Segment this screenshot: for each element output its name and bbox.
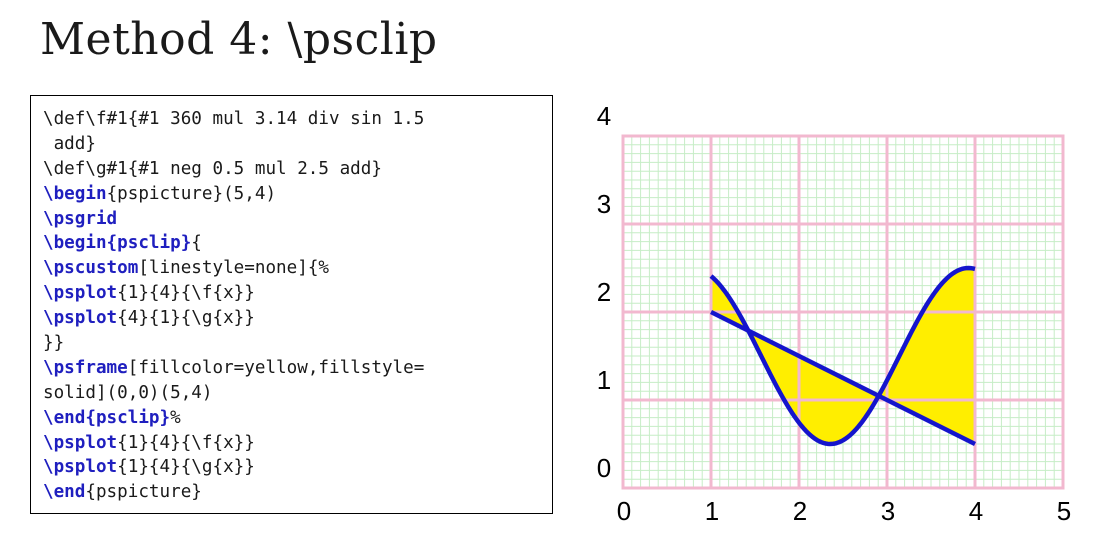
code-keyword: \psplot xyxy=(43,308,118,329)
code-keyword: \psplot xyxy=(43,457,118,478)
code-text: [linestyle=none]{% xyxy=(138,258,330,279)
code-line: \def\f#1{#1 360 mul 3.14 div sin 1.5 xyxy=(43,107,542,132)
x-tick-label: 5 xyxy=(1057,496,1071,526)
code-line: \psplot{1}{4}{\f{x}} xyxy=(43,281,542,306)
code-text: % xyxy=(170,407,181,428)
code-text: solid](0,0)(5,4) xyxy=(43,382,213,403)
code-text: { xyxy=(191,233,202,254)
code-line: \psplot{4}{1}{\g{x}} xyxy=(43,306,542,331)
code-text: {pspicture} xyxy=(85,482,202,503)
code-line: \end{psclip}% xyxy=(43,406,542,431)
code-line: \psframe[fillcolor=yellow,fillstyle= xyxy=(43,356,542,381)
code-line: }} xyxy=(43,331,542,356)
code-line: \psplot{1}{4}{\g{x}} xyxy=(43,455,542,480)
code-keyword: \psplot xyxy=(43,283,118,304)
code-text: add} xyxy=(43,133,96,154)
series-line-sine xyxy=(709,265,976,447)
x-tick-label: 0 xyxy=(617,496,631,526)
slide-title: Method 4: \psclip xyxy=(40,14,438,65)
x-tick-label: 3 xyxy=(881,496,895,526)
code-keyword: \psgrid xyxy=(43,208,118,229)
code-keyword: \end xyxy=(43,482,86,503)
code-text: {1}{4}{\f{x}} xyxy=(117,432,255,453)
y-tick-label: 2 xyxy=(597,277,611,307)
code-line: \begin{pspicture}(5,4) xyxy=(43,182,542,207)
series-line-linear xyxy=(709,309,977,447)
y-tick-label: 0 xyxy=(597,453,611,483)
y-tick-label: 3 xyxy=(597,189,611,219)
code-line: \end{pspicture} xyxy=(43,480,542,505)
code-line: add} xyxy=(43,132,542,157)
code-text: {pspicture}(5,4) xyxy=(106,183,277,204)
pspicture-plot: 0 1 2 3 4 5 0 1 2 3 4 xyxy=(597,101,1071,526)
code-keyword: \psframe xyxy=(43,357,128,378)
code-text: [fillcolor=yellow,fillstyle= xyxy=(127,357,425,378)
code-keyword: \psplot xyxy=(43,432,118,453)
code-text: {4}{1}{\g{x}} xyxy=(117,308,255,329)
code-line: \pscustom[linestyle=none]{% xyxy=(43,256,542,281)
y-tick-label: 1 xyxy=(597,365,611,395)
code-text: \def\f#1{#1 360 mul 3.14 div sin 1.5 xyxy=(43,109,425,129)
code-listing: \def\f#1{#1 360 mul 3.14 div sin 1.5 add… xyxy=(30,95,553,514)
code-line: \psgrid xyxy=(43,207,542,232)
code-text: {1}{4}{\f{x}} xyxy=(117,283,255,304)
code-text: }} xyxy=(43,333,65,354)
code-line: solid](0,0)(5,4) xyxy=(43,381,542,406)
code-text: {1}{4}{\g{x}} xyxy=(117,457,255,478)
x-tick-label: 4 xyxy=(969,496,983,526)
code-text: \def\g#1{#1 neg 0.5 mul 2.5 add} xyxy=(43,158,382,179)
x-tick-label: 1 xyxy=(705,496,719,526)
code-keyword: \ xyxy=(43,183,54,204)
code-keyword: \end{psclip} xyxy=(43,407,171,428)
y-tick-label: 4 xyxy=(597,101,611,131)
code-line: \begin{psclip}{ xyxy=(43,231,542,256)
code-keyword: \begin{psclip} xyxy=(43,233,192,254)
code-line: \def\g#1{#1 neg 0.5 mul 2.5 add} xyxy=(43,157,542,182)
x-tick-label: 2 xyxy=(793,496,807,526)
code-keyword: begin xyxy=(53,183,107,204)
code-line: \psplot{1}{4}{\f{x}} xyxy=(43,431,542,456)
code-keyword: \pscustom xyxy=(43,258,139,279)
